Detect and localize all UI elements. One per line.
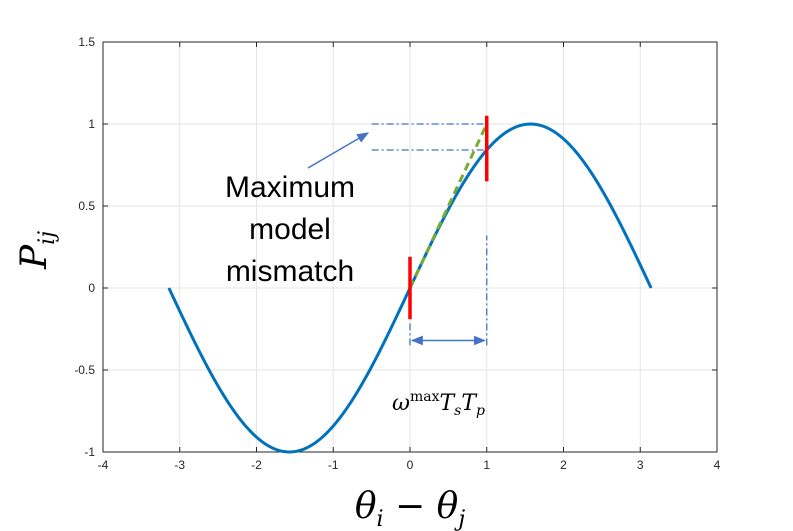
x-tick-label: -3 [174, 458, 185, 472]
x-label-minus: − [384, 486, 437, 527]
x-tick-label: 1 [483, 458, 490, 472]
annotation-maximum: Maximum [225, 171, 355, 204]
x-tick-label: 2 [560, 458, 567, 472]
x-label-theta-i: θ [355, 486, 377, 527]
span-label: ωmaxTsTp [392, 389, 485, 419]
span-label-max: max [410, 389, 440, 405]
span-label-p: p [476, 403, 485, 419]
y-tick-labels: -1 -0.5 0 0.5 1 1.5 [74, 35, 95, 459]
y-axis-label: Pij [14, 231, 60, 270]
x-tick-label: 0 [407, 458, 414, 472]
x-tick-label: -4 [98, 458, 109, 472]
span-label-t1: T [439, 391, 456, 416]
x-tick-label: -1 [328, 458, 339, 472]
y-tick-label: 0 [88, 281, 95, 295]
x-tick-label: 4 [714, 458, 721, 472]
y-label-p: P [14, 244, 55, 270]
y-tick-label: 1.5 [78, 35, 95, 49]
x-tick-label: -2 [251, 458, 262, 472]
annotation-mismatch: mismatch [226, 255, 354, 288]
linear-approximation [408, 123, 489, 289]
y-tick-label: 0.5 [78, 199, 95, 213]
x-tick-labels: -4 -3 -2 -1 0 1 2 3 4 [98, 458, 721, 472]
y-tick-label: -0.5 [74, 363, 95, 377]
x-label-theta-j: θ [437, 486, 459, 527]
y-tick-label: -1 [84, 445, 95, 459]
y-tick-label: 1 [88, 117, 95, 131]
annotation-arrow [307, 132, 370, 169]
annotation-model: model [249, 213, 331, 246]
x-tick-label: 3 [637, 458, 644, 472]
x-axis-label: θi − θj [355, 486, 465, 531]
span-label-t2: T [461, 391, 478, 416]
tick-marks [102, 41, 718, 453]
guide-lines [371, 123, 488, 346]
x-label-sub-i: i [377, 507, 384, 531]
span-label-omega: ω [392, 391, 410, 416]
red-markers [408, 115, 489, 320]
span-label-s: s [454, 403, 461, 419]
y-label-sub-ij: ij [35, 231, 60, 245]
